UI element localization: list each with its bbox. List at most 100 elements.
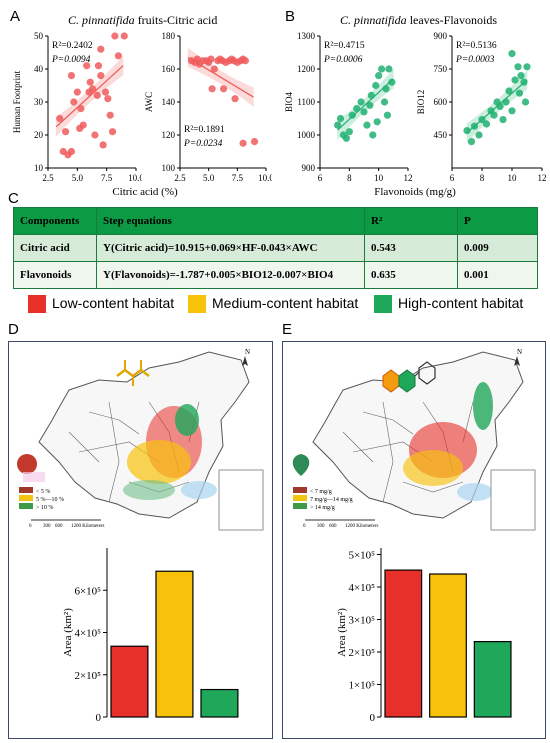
data-point [357,98,365,106]
table-cell: Y(Citric acid)=10.915+0.069×HF-0.043×AWC [96,234,365,262]
panel-label-b: B [285,8,296,25]
data-point [120,32,128,40]
data-point [345,128,353,136]
data-point [56,114,64,123]
fit-line [55,65,124,128]
legend-swatch-e-high [293,503,307,509]
legend-swatch-low [28,295,46,313]
data-point [482,120,491,128]
y-tick-label: 100 [162,163,176,173]
x-tick-label: 12 [404,173,413,183]
table-row: Citric acid Y(Citric acid)=10.915+0.069×… [13,234,538,262]
scale-tick-0: 0 [303,524,306,529]
y-tick-label: 180 [162,31,176,41]
data-point [366,101,374,109]
data-point [70,98,78,106]
legend-swatch-e-low [293,487,307,493]
fruit-icon-highlight [23,472,45,482]
r-squared-annotation: R²=0.2402 [52,41,93,51]
panel-label-a: A [10,8,21,25]
map-d-legend-high: > 10 % [36,505,53,511]
panel-d: N < 5 % 5 %—10 % > 10 % 0 300 600 1200 K… [8,341,273,739]
table-cell: 0.001 [457,261,538,289]
bar [200,688,239,718]
data-point [93,91,101,99]
scale-tick-300: 300 [317,524,325,529]
data-point [336,114,345,123]
x-tick-label: 10 [374,173,384,183]
x-tick-label: 12 [538,173,547,183]
col-header-equations: Step equations [96,207,365,235]
data-point [73,88,81,96]
data-point [511,76,519,84]
y-tick-label: 30 [34,97,44,107]
scatter-bio12: 450 600 750 900 6 8 10 12 BIO12 R²=0.5136 P=0.0003 [416,31,547,183]
citric-acid-molecule-icon [116,360,150,386]
data-point [508,50,516,58]
data-point [91,131,99,139]
map-flavonoids: N < 7 mg/g 7 mg/g—14 mg/g > 14 mg/g 0 30… [292,348,536,531]
legend-swatch-high [374,295,392,313]
data-point [505,87,513,95]
y-tick-label: 2×10⁵ [74,670,101,682]
y-tick-label: 160 [162,64,176,74]
legend-label-medium: Medium-content habitat [212,295,359,311]
bar [473,640,512,718]
data-point [250,138,259,146]
table-cell: Flavonoids [13,261,97,289]
data-point [373,118,381,126]
data-point [207,55,215,63]
data-point [523,63,531,71]
y-tick-label: 900 [434,31,448,41]
y-tick-label: 5×10⁵ [348,550,375,562]
data-point [467,138,476,146]
hawthorn-leaf-icon [292,454,310,476]
data-point [62,128,70,136]
scale-tick-1200: 1200 Kilometers [71,524,105,529]
table-cell: Citric acid [13,234,97,262]
inset-map-box [490,469,536,531]
p-value-annotation: P=0.0094 [51,55,91,65]
y-tick-label: 1000 [297,130,316,140]
y-tick-label: 10 [34,163,44,173]
p-value-annotation: P=0.0234 [183,139,223,149]
data-point [499,116,507,124]
y-tick-label: 3×10⁵ [348,615,375,627]
y-tick-label: 1×10⁵ [348,680,375,692]
data-point [353,105,361,113]
y-tick-label: 1100 [297,97,315,107]
y-tick-label: 450 [434,130,448,140]
bar [110,645,149,718]
flavonoid-molecule-icon [382,361,436,393]
scale-tick-0: 0 [29,524,32,529]
data-point [475,131,483,139]
legend-swatch-medium [188,295,206,313]
map-d-legend-low: < 5 % [36,489,50,495]
data-point [383,111,392,119]
data-point [83,62,91,70]
data-point [490,111,498,119]
panel-b-xlabel: Flavonoids (mg/g) [374,186,456,198]
x-tick-label: 6 [450,173,455,183]
r-squared-annotation: R²=0.5136 [456,41,497,51]
y-tick-label: 0 [96,712,102,724]
data-point [114,52,122,60]
data-point [367,91,375,99]
legend-swatch-d-high [19,503,33,509]
data-point [342,134,350,142]
y-axis-label: AWC [144,92,154,112]
bar [155,570,194,718]
y-tick-label: 1300 [297,31,316,41]
scale-tick-1200: 1200 Kilometers [345,524,379,529]
north-arrow-icon [242,356,248,366]
habitat-legend: Low-content habitat Medium-content habit… [0,293,550,317]
panel-a-xlabel: Citric acid (%) [112,186,178,198]
x-tick-label: 8 [347,173,352,183]
panel-label-c: C [8,190,19,207]
data-point [508,107,516,115]
y-tick-label: 140 [162,97,176,107]
bar [429,573,467,718]
map-e-legend-low: < 7 mg/g [310,489,332,495]
data-point [101,88,110,96]
x-tick-label: 5.0 [72,173,84,183]
